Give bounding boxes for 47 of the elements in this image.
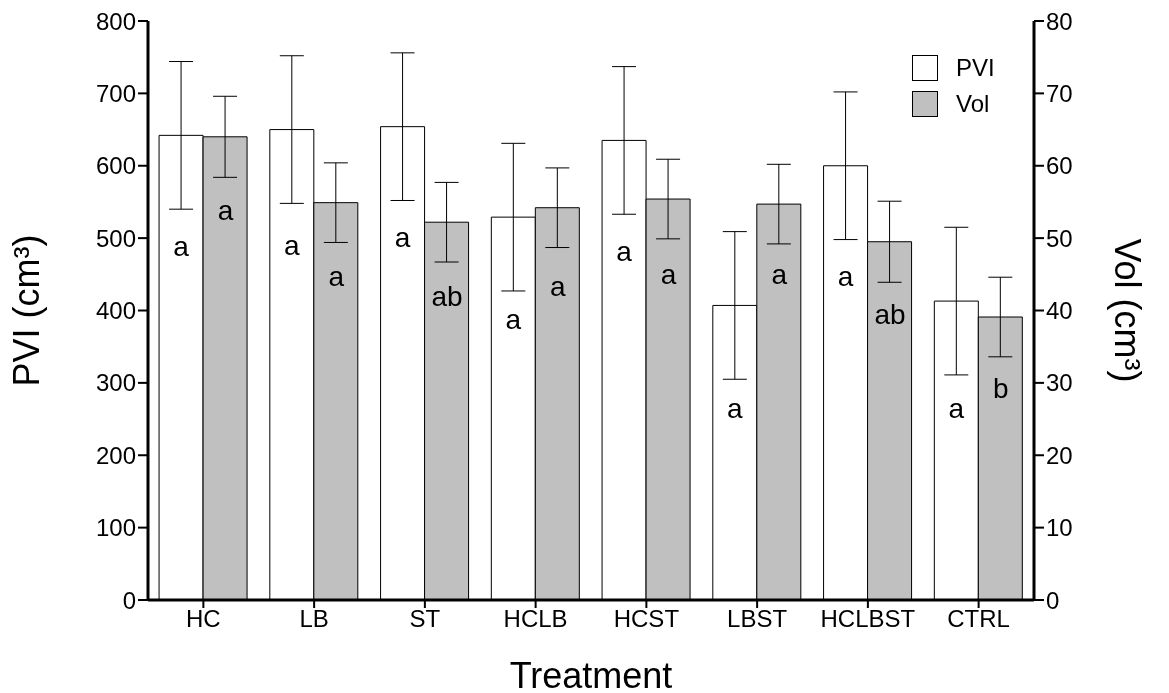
annotation: a bbox=[505, 304, 522, 336]
y-axis-title: PVI (cm³) bbox=[5, 234, 47, 387]
x-tick-label: LB bbox=[299, 605, 329, 633]
x-tick-label: ST bbox=[409, 605, 441, 633]
legend-label: Vol bbox=[956, 90, 990, 118]
y2-tick-label: 70 bbox=[1046, 79, 1073, 107]
annotation: a bbox=[660, 259, 677, 291]
y-tick-label: 800 bbox=[95, 7, 136, 35]
y2-tick-label: 20 bbox=[1046, 441, 1073, 469]
y2-tick-label: 10 bbox=[1046, 514, 1073, 542]
y2-tick-label: 60 bbox=[1046, 152, 1073, 180]
y2-axis-title: Vol (cm³) bbox=[1107, 238, 1149, 383]
annotation: a bbox=[284, 229, 301, 261]
annotation: a bbox=[217, 194, 234, 226]
y2-tick-label: 30 bbox=[1046, 369, 1073, 397]
x-tick-label: HCLB bbox=[503, 605, 568, 633]
y2-tick-label: 0 bbox=[1046, 586, 1060, 614]
annotation: b bbox=[993, 372, 1009, 404]
x-axis-title: Treatment bbox=[509, 655, 673, 693]
x-tick-label: HC bbox=[186, 605, 221, 633]
y-tick-label: 300 bbox=[95, 369, 136, 397]
annotation: ab bbox=[431, 280, 463, 312]
annotation: a bbox=[948, 393, 965, 425]
annotation: a bbox=[173, 231, 190, 263]
x-tick-label: LBST bbox=[727, 605, 788, 633]
x-tick-label: CTRL bbox=[947, 605, 1010, 633]
y2-tick-label: 80 bbox=[1046, 7, 1073, 35]
legend-label: PVI bbox=[956, 54, 995, 82]
y2-tick-label: 40 bbox=[1046, 297, 1073, 325]
y-tick-label: 400 bbox=[95, 297, 136, 325]
annotation: a bbox=[328, 260, 345, 292]
y-tick-label: 0 bbox=[122, 586, 136, 614]
annotation: a bbox=[394, 221, 411, 253]
y-tick-label: 200 bbox=[95, 441, 136, 469]
annotation: a bbox=[771, 259, 788, 291]
x-tick-label: HCLBST bbox=[820, 605, 916, 633]
y-tick-label: 500 bbox=[95, 224, 136, 252]
annotation: a bbox=[837, 260, 854, 292]
annotation: a bbox=[550, 270, 567, 302]
y-tick-label: 100 bbox=[95, 514, 136, 542]
y2-tick-label: 50 bbox=[1046, 224, 1073, 252]
y-tick-label: 600 bbox=[95, 152, 136, 180]
y-tick-label: 700 bbox=[95, 79, 136, 107]
annotation: a bbox=[616, 236, 633, 268]
annotation: ab bbox=[874, 299, 906, 331]
x-tick-label: HCST bbox=[613, 605, 680, 633]
annotation: a bbox=[727, 393, 744, 425]
